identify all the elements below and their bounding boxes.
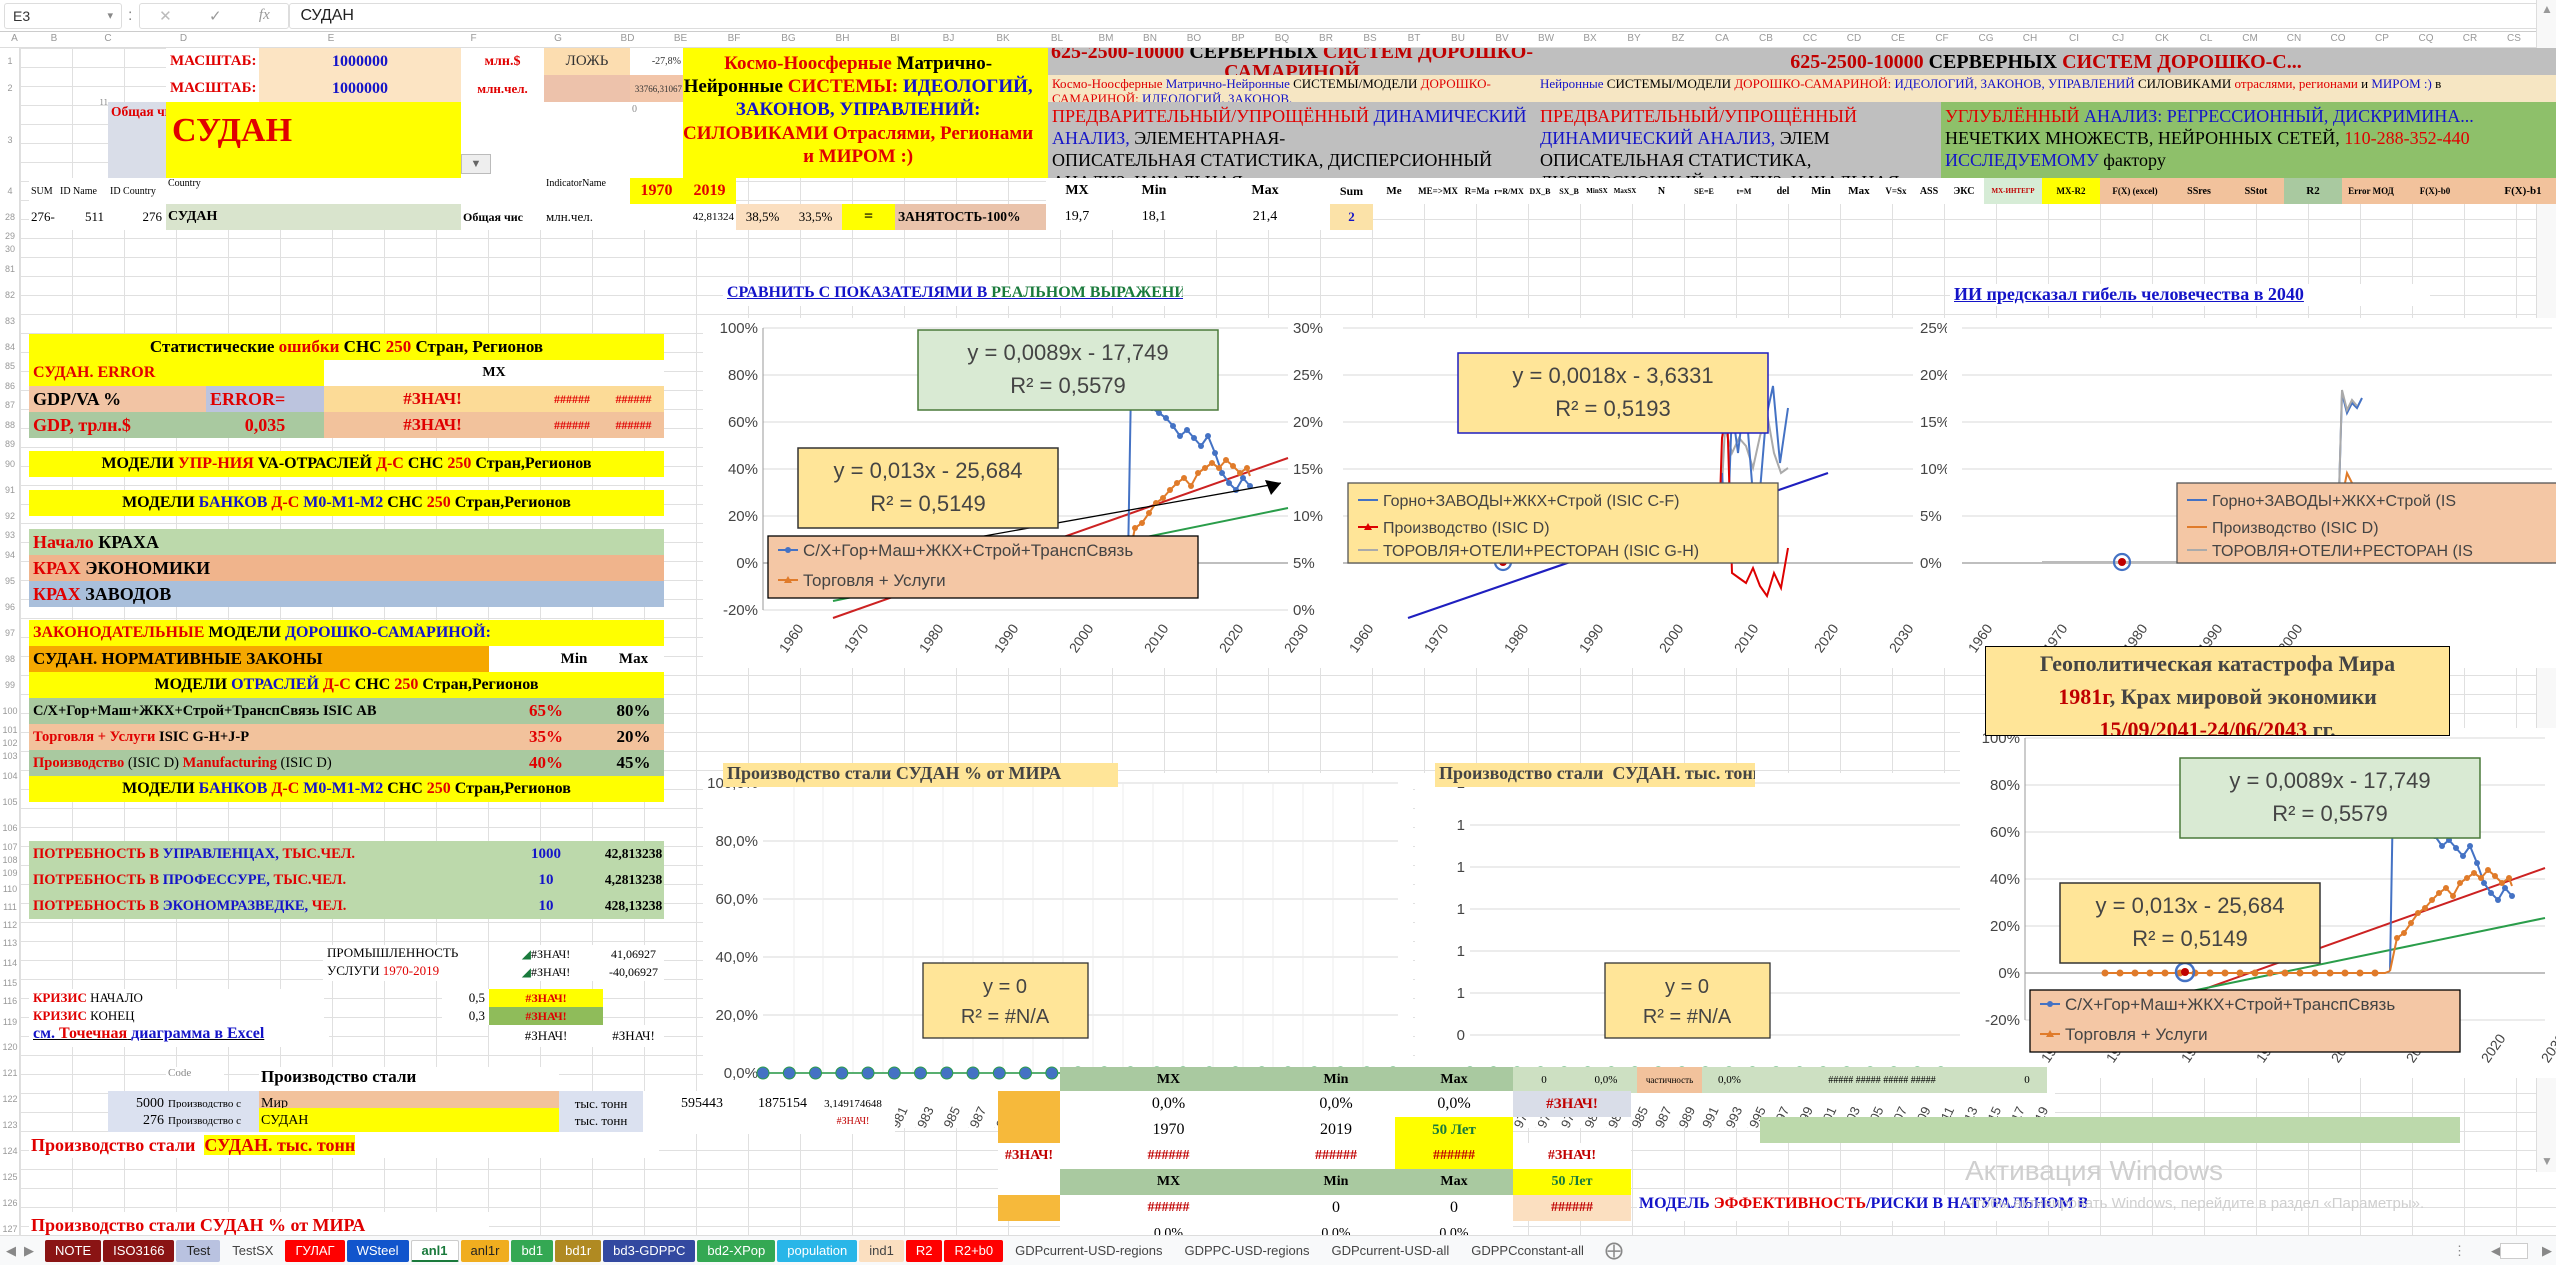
svg-text:y = 0,013x - 25,684: y = 0,013x - 25,684 bbox=[834, 458, 1023, 483]
svg-text:80,0%: 80,0% bbox=[715, 833, 758, 850]
svg-text:1: 1 bbox=[1457, 943, 1465, 960]
svg-text:20,0%: 20,0% bbox=[715, 1007, 758, 1024]
svg-text:ТОРОВЛЯ+ОТЕЛИ+РЕСТОРАН (ISIC G: ТОРОВЛЯ+ОТЕЛИ+РЕСТОРАН (ISIC G-H) bbox=[1383, 543, 1699, 560]
svg-text:15%: 15% bbox=[1920, 414, 1948, 431]
svg-text:-20%: -20% bbox=[1985, 1012, 2020, 1029]
svg-text:80%: 80% bbox=[728, 367, 758, 384]
svg-text:0%: 0% bbox=[1293, 602, 1315, 619]
svg-text:R² = #N/A: R² = #N/A bbox=[1643, 1006, 1732, 1028]
svg-text:25%: 25% bbox=[1293, 367, 1323, 384]
svg-text:y = 0,013x - 25,684: y = 0,013x - 25,684 bbox=[2096, 893, 2285, 918]
svg-text:20%: 20% bbox=[1990, 918, 2020, 935]
svg-text:80%: 80% bbox=[1990, 777, 2020, 794]
svg-text:Горно+ЗАВОДЫ+ЖКХ+Строй (ISIC C: Горно+ЗАВОДЫ+ЖКХ+Строй (ISIC C-F) bbox=[1383, 493, 1679, 510]
svg-text:Производство (ISIC D): Производство (ISIC D) bbox=[1383, 520, 1550, 537]
svg-text:R² = 0,5193: R² = 0,5193 bbox=[1555, 396, 1671, 421]
svg-text:С/Х+Гор+Маш+ЖКХ+Строй+ТранспСв: С/Х+Гор+Маш+ЖКХ+Строй+ТранспСвязь bbox=[2065, 995, 2395, 1014]
svg-text:R² = 0,5579: R² = 0,5579 bbox=[2272, 801, 2388, 826]
svg-text:y = 0,0089x - 17,749: y = 0,0089x - 17,749 bbox=[967, 340, 1168, 365]
svg-text:0: 0 bbox=[1457, 1027, 1465, 1044]
svg-text:y = 0: y = 0 bbox=[1665, 976, 1709, 998]
svg-text:60%: 60% bbox=[1990, 824, 2020, 841]
svg-text:y = 0,0018x - 3,6331: y = 0,0018x - 3,6331 bbox=[1512, 363, 1713, 388]
svg-text:10%: 10% bbox=[1293, 508, 1323, 525]
svg-text:40,0%: 40,0% bbox=[715, 949, 758, 966]
svg-text:25%: 25% bbox=[1920, 320, 1948, 337]
svg-text:0%: 0% bbox=[736, 555, 758, 572]
svg-text:15%: 15% bbox=[1293, 461, 1323, 478]
svg-text:60,0%: 60,0% bbox=[715, 891, 758, 908]
svg-text:20%: 20% bbox=[1293, 414, 1323, 431]
svg-text:20%: 20% bbox=[728, 508, 758, 525]
svg-text:1: 1 bbox=[1457, 985, 1465, 1002]
svg-text:0%: 0% bbox=[1920, 555, 1942, 572]
svg-text:R² = 0,5149: R² = 0,5149 bbox=[870, 491, 986, 516]
svg-text:40%: 40% bbox=[728, 461, 758, 478]
svg-text:y = 0: y = 0 bbox=[983, 976, 1027, 998]
svg-text:С/Х+Гор+Маш+ЖКХ+Строй+ТранспСв: С/Х+Гор+Маш+ЖКХ+Строй+ТранспСвязь bbox=[803, 541, 1133, 560]
svg-text:40%: 40% bbox=[1990, 871, 2020, 888]
svg-text:R² = 0,5149: R² = 0,5149 bbox=[2132, 926, 2248, 951]
svg-text:R² = 0,5579: R² = 0,5579 bbox=[1010, 373, 1126, 398]
svg-text:5%: 5% bbox=[1920, 508, 1942, 525]
svg-text:20%: 20% bbox=[1920, 367, 1948, 384]
svg-text:0,0%: 0,0% bbox=[724, 1065, 758, 1082]
svg-text:-20%: -20% bbox=[723, 602, 758, 619]
svg-text:1: 1 bbox=[1457, 859, 1465, 876]
svg-text:Торговля + Услуги: Торговля + Услуги bbox=[2065, 1025, 2208, 1044]
svg-text:R² = #N/A: R² = #N/A bbox=[961, 1006, 1050, 1028]
svg-text:Горно+ЗАВОДЫ+ЖКХ+Строй (IS: Горно+ЗАВОДЫ+ЖКХ+Строй (IS bbox=[2212, 493, 2456, 510]
svg-text:1: 1 bbox=[1457, 901, 1465, 918]
svg-text:30%: 30% bbox=[1293, 320, 1323, 337]
svg-text:Торговля + Услуги: Торговля + Услуги bbox=[803, 571, 946, 590]
svg-text:1: 1 bbox=[1457, 817, 1465, 834]
svg-text:Производство (ISIC D): Производство (ISIC D) bbox=[2212, 520, 2379, 537]
svg-text:y = 0,0089x - 17,749: y = 0,0089x - 17,749 bbox=[2229, 768, 2430, 793]
svg-text:0%: 0% bbox=[1998, 965, 2020, 982]
svg-text:60%: 60% bbox=[728, 414, 758, 431]
svg-text:10%: 10% bbox=[1920, 461, 1948, 478]
svg-text:100%: 100% bbox=[720, 320, 758, 337]
svg-text:ТОРОВЛЯ+ОТЕЛИ+РЕСТОРАН (IS: ТОРОВЛЯ+ОТЕЛИ+РЕСТОРАН (IS bbox=[2212, 543, 2473, 560]
svg-text:5%: 5% bbox=[1293, 555, 1315, 572]
